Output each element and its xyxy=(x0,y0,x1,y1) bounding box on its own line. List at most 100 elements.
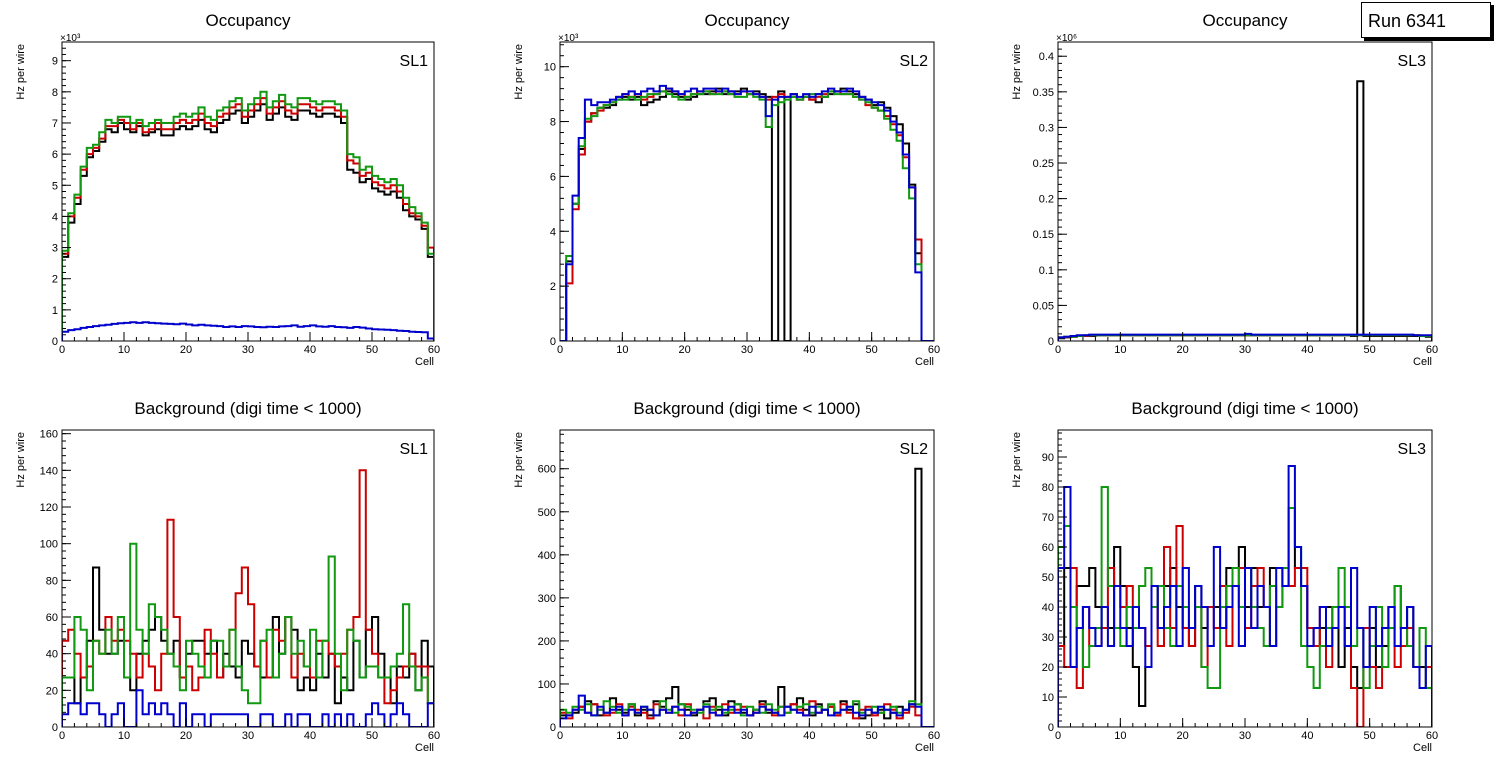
x-tick-label: 10 xyxy=(616,344,628,356)
y-tick-label: 20 xyxy=(46,685,58,697)
axis-exponent: ×10⁶ xyxy=(1056,33,1077,44)
y-tick-label: 0 xyxy=(52,722,58,734)
series-red xyxy=(560,700,934,727)
chart-title: Background (digi time < 1000) xyxy=(633,399,860,418)
y-tick-label: 600 xyxy=(538,464,556,476)
y-tick-label: 0.2 xyxy=(1039,194,1054,206)
x-tick-label: 40 xyxy=(803,344,815,356)
series-red xyxy=(560,87,934,341)
x-tick-label: 0 xyxy=(557,730,563,742)
x-tick-label: 50 xyxy=(1364,730,1376,742)
chart-title: Occupancy xyxy=(704,11,790,30)
y-tick-label: 9 xyxy=(52,56,58,68)
x-tick-label: 20 xyxy=(1177,730,1189,742)
plot-frame xyxy=(1057,41,1433,342)
y-tick-label: 0 xyxy=(1048,336,1054,348)
x-tick-label: 0 xyxy=(59,344,65,356)
y-tick-label: 2 xyxy=(52,274,58,286)
chart-title: Occupancy xyxy=(1202,11,1288,30)
series-black xyxy=(560,467,934,727)
series-black xyxy=(62,103,434,341)
y-tick-label: 4 xyxy=(550,226,556,238)
chart-panel-6: Background (digi time < 1000) 0 10 20 30 40 50… xyxy=(1011,399,1438,754)
y-tick-label: 0.25 xyxy=(1033,158,1054,170)
y-tick-label: 60 xyxy=(46,612,58,624)
y-axis-label: Hz per wire xyxy=(513,432,525,488)
y-tick-label: 100 xyxy=(538,679,556,691)
superlayer-label: SL2 xyxy=(900,53,929,70)
y-tick-label: 40 xyxy=(46,649,58,661)
x-tick-label: 40 xyxy=(803,730,815,742)
chart-title: Background (digi time < 1000) xyxy=(134,399,361,418)
y-tick-label: 500 xyxy=(538,507,556,519)
x-tick-label: 50 xyxy=(1364,344,1376,356)
x-tick-label: 10 xyxy=(1114,730,1126,742)
y-tick-label: 6 xyxy=(550,171,556,183)
chart-title: Occupancy xyxy=(205,11,291,30)
x-tick-label: 30 xyxy=(242,730,254,742)
plot-frame xyxy=(559,429,935,728)
y-tick-label: 0.15 xyxy=(1033,229,1054,241)
y-tick-label: 80 xyxy=(1042,482,1054,494)
x-tick-label: 60 xyxy=(428,344,440,356)
x-tick-label: 40 xyxy=(1301,344,1313,356)
superlayer-label: SL3 xyxy=(1398,441,1427,458)
superlayer-label: SL2 xyxy=(900,441,929,458)
superlayer-label: SL1 xyxy=(400,441,429,458)
x-tick-label: 40 xyxy=(304,730,316,742)
y-tick-label: 100 xyxy=(40,539,58,551)
x-tick-label: 10 xyxy=(118,730,130,742)
superlayer-label: SL1 xyxy=(400,53,429,70)
chart-panel-1: Occupancy 0 10 20 30 40 50 60 0 1 2 3 4 5 6 7 8 9 ×10³ Cell… xyxy=(15,11,440,368)
run-label: Run 6341 xyxy=(1361,2,1491,38)
y-tick-label: 40 xyxy=(1042,602,1054,614)
x-tick-label: 20 xyxy=(1177,344,1189,356)
y-tick-label: 400 xyxy=(538,550,556,562)
y-tick-label: 0 xyxy=(1048,722,1054,734)
x-tick-label: 60 xyxy=(1426,344,1438,356)
y-tick-label: 4 xyxy=(52,211,58,223)
x-tick-label: 0 xyxy=(59,730,65,742)
series-green xyxy=(62,90,434,341)
chart-panel-3: Occupancy 0 10 20 30 40 50 60 0 0.05 0.1 0.15 0.2 0.2… xyxy=(1011,11,1438,368)
y-tick-label: 0 xyxy=(550,722,556,734)
x-tick-label: 40 xyxy=(304,344,316,356)
x-tick-label: 60 xyxy=(1426,730,1438,742)
series-blue xyxy=(1058,332,1432,341)
x-axis-label: Cell xyxy=(915,742,934,754)
y-tick-label: 50 xyxy=(1042,572,1054,584)
axis-exponent: ×10³ xyxy=(558,33,579,44)
x-axis-label: Cell xyxy=(1413,742,1432,754)
x-tick-label: 60 xyxy=(928,344,940,356)
x-tick-label: 0 xyxy=(557,344,563,356)
y-tick-label: 6 xyxy=(52,149,58,161)
y-tick-label: 3 xyxy=(52,243,58,255)
series-black xyxy=(1058,80,1432,341)
x-tick-label: 10 xyxy=(118,344,130,356)
x-tick-label: 60 xyxy=(928,730,940,742)
x-tick-label: 30 xyxy=(242,344,254,356)
series-red xyxy=(62,469,434,727)
x-tick-label: 50 xyxy=(366,730,378,742)
series-blue xyxy=(62,321,434,341)
y-tick-label: 0 xyxy=(52,336,58,348)
superlayer-label: SL3 xyxy=(1398,53,1427,70)
plot-frame xyxy=(559,41,935,342)
y-tick-label: 7 xyxy=(52,118,58,130)
x-tick-label: 20 xyxy=(180,730,192,742)
y-tick-label: 0 xyxy=(550,336,556,348)
x-tick-label: 30 xyxy=(1239,730,1251,742)
series-green xyxy=(62,542,434,727)
y-tick-label: 0.3 xyxy=(1039,122,1054,134)
x-axis-label: Cell xyxy=(915,356,934,368)
y-tick-label: 0.4 xyxy=(1039,51,1054,63)
series-blue xyxy=(560,694,934,727)
y-tick-label: 1 xyxy=(52,305,58,317)
x-tick-label: 0 xyxy=(1055,344,1061,356)
y-axis-label: Hz per wire xyxy=(1011,44,1023,100)
y-axis-label: Hz per wire xyxy=(513,44,525,100)
chart-panel-5: Background (digi time < 1000) 0 10 20 30 40 50… xyxy=(513,399,940,754)
series-blue xyxy=(62,689,434,727)
x-axis-label: Cell xyxy=(415,356,434,368)
